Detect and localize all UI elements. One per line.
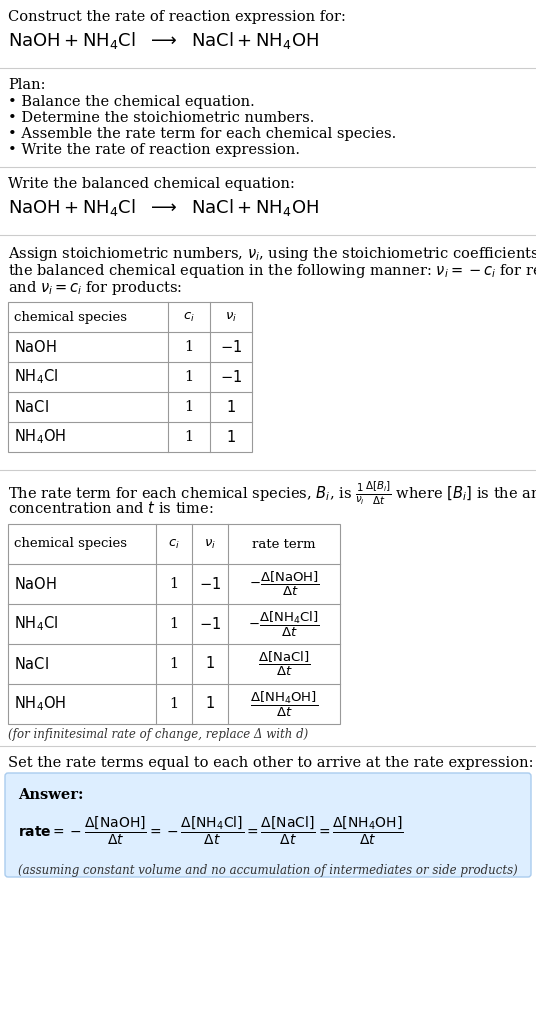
Text: $\dfrac{\Delta[\mathrm{NH_4OH}]}{\Delta t}$: $\dfrac{\Delta[\mathrm{NH_4OH}]}{\Delta … [250, 690, 318, 719]
FancyBboxPatch shape [5, 773, 531, 877]
Text: 1: 1 [184, 340, 193, 354]
Text: $\mathregular{NH_4Cl}$: $\mathregular{NH_4Cl}$ [14, 368, 58, 387]
Text: • Write the rate of reaction expression.: • Write the rate of reaction expression. [8, 143, 300, 157]
Text: (assuming constant volume and no accumulation of intermediates or side products): (assuming constant volume and no accumul… [18, 864, 518, 877]
Text: Write the balanced chemical equation:: Write the balanced chemical equation: [8, 177, 295, 191]
Text: rate term: rate term [252, 538, 316, 551]
Text: $\mathregular{NaCl}$: $\mathregular{NaCl}$ [14, 656, 49, 672]
Text: chemical species: chemical species [14, 310, 127, 324]
Text: $\mathregular{NaOH}$: $\mathregular{NaOH}$ [14, 339, 57, 355]
Text: 1: 1 [169, 577, 178, 591]
Text: Construct the rate of reaction expression for:: Construct the rate of reaction expressio… [8, 10, 346, 24]
Text: $\mathregular{NH_4OH}$: $\mathregular{NH_4OH}$ [14, 695, 66, 713]
Text: concentration and $t$ is time:: concentration and $t$ is time: [8, 500, 213, 516]
Text: $c_i$: $c_i$ [168, 538, 180, 551]
Text: $-1$: $-1$ [199, 616, 221, 632]
Text: 1: 1 [205, 657, 214, 671]
Text: $\dfrac{\Delta[\mathrm{NaCl}]}{\Delta t}$: $\dfrac{\Delta[\mathrm{NaCl}]}{\Delta t}… [258, 650, 310, 678]
Text: $-1$: $-1$ [199, 576, 221, 592]
Text: • Assemble the rate term for each chemical species.: • Assemble the rate term for each chemic… [8, 127, 396, 141]
Text: • Balance the chemical equation.: • Balance the chemical equation. [8, 95, 255, 109]
Text: $\mathregular{NaOH + NH_4Cl}$  $\longrightarrow$  $\mathregular{NaCl + NH_4OH}$: $\mathregular{NaOH + NH_4Cl}$ $\longrigh… [8, 197, 319, 218]
Text: $c_i$: $c_i$ [183, 310, 195, 324]
Text: $-1$: $-1$ [220, 339, 242, 355]
Text: $\mathregular{NH_4OH}$: $\mathregular{NH_4OH}$ [14, 428, 66, 446]
Text: 1: 1 [184, 400, 193, 414]
Text: the balanced chemical equation in the following manner: $\nu_i = -c_i$ for react: the balanced chemical equation in the fo… [8, 262, 536, 280]
Text: $\nu_i$: $\nu_i$ [225, 310, 237, 324]
Text: $\mathbf{rate} = -\dfrac{\Delta[\mathrm{NaOH}]}{\Delta t} = -\dfrac{\Delta[\math: $\mathbf{rate} = -\dfrac{\Delta[\mathrm{… [18, 815, 404, 847]
Text: 1: 1 [226, 430, 236, 444]
Text: 1: 1 [184, 430, 193, 444]
Text: • Determine the stoichiometric numbers.: • Determine the stoichiometric numbers. [8, 111, 315, 125]
Text: Answer:: Answer: [18, 788, 84, 802]
Text: chemical species: chemical species [14, 538, 127, 551]
Text: $\mathregular{NaCl}$: $\mathregular{NaCl}$ [14, 399, 49, 415]
Text: Assign stoichiometric numbers, $\nu_i$, using the stoichiometric coefficients, $: Assign stoichiometric numbers, $\nu_i$, … [8, 245, 536, 263]
Text: $\mathregular{NaOH + NH_4Cl}$  $\longrightarrow$  $\mathregular{NaCl + NH_4OH}$: $\mathregular{NaOH + NH_4Cl}$ $\longrigh… [8, 30, 319, 51]
Bar [8, 302, 252, 452]
Text: $-1$: $-1$ [220, 369, 242, 386]
Text: 1: 1 [169, 657, 178, 671]
Text: 1: 1 [169, 617, 178, 631]
Text: $\mathregular{NaOH}$: $\mathregular{NaOH}$ [14, 576, 57, 592]
Text: The rate term for each chemical species, $B_i$, is $\frac{1}{\nu_i}\frac{\Delta[: The rate term for each chemical species,… [8, 480, 536, 508]
Text: Plan:: Plan: [8, 78, 46, 91]
Text: Set the rate terms equal to each other to arrive at the rate expression:: Set the rate terms equal to each other t… [8, 756, 533, 770]
Text: $-\dfrac{\Delta[\mathrm{NaOH}]}{\Delta t}$: $-\dfrac{\Delta[\mathrm{NaOH}]}{\Delta t… [249, 570, 319, 598]
Text: and $\nu_i = c_i$ for products:: and $\nu_i = c_i$ for products: [8, 279, 182, 297]
Text: (for infinitesimal rate of change, replace Δ with d): (for infinitesimal rate of change, repla… [8, 728, 308, 741]
Text: 1: 1 [205, 697, 214, 711]
Text: 1: 1 [226, 400, 236, 414]
Bar [8, 524, 340, 724]
Text: $-\dfrac{\Delta[\mathrm{NH_4Cl}]}{\Delta t}$: $-\dfrac{\Delta[\mathrm{NH_4Cl}]}{\Delta… [248, 610, 320, 638]
Text: 1: 1 [184, 370, 193, 384]
Text: 1: 1 [169, 697, 178, 711]
Text: $\nu_i$: $\nu_i$ [204, 538, 216, 551]
Text: $\mathregular{NH_4Cl}$: $\mathregular{NH_4Cl}$ [14, 615, 58, 633]
